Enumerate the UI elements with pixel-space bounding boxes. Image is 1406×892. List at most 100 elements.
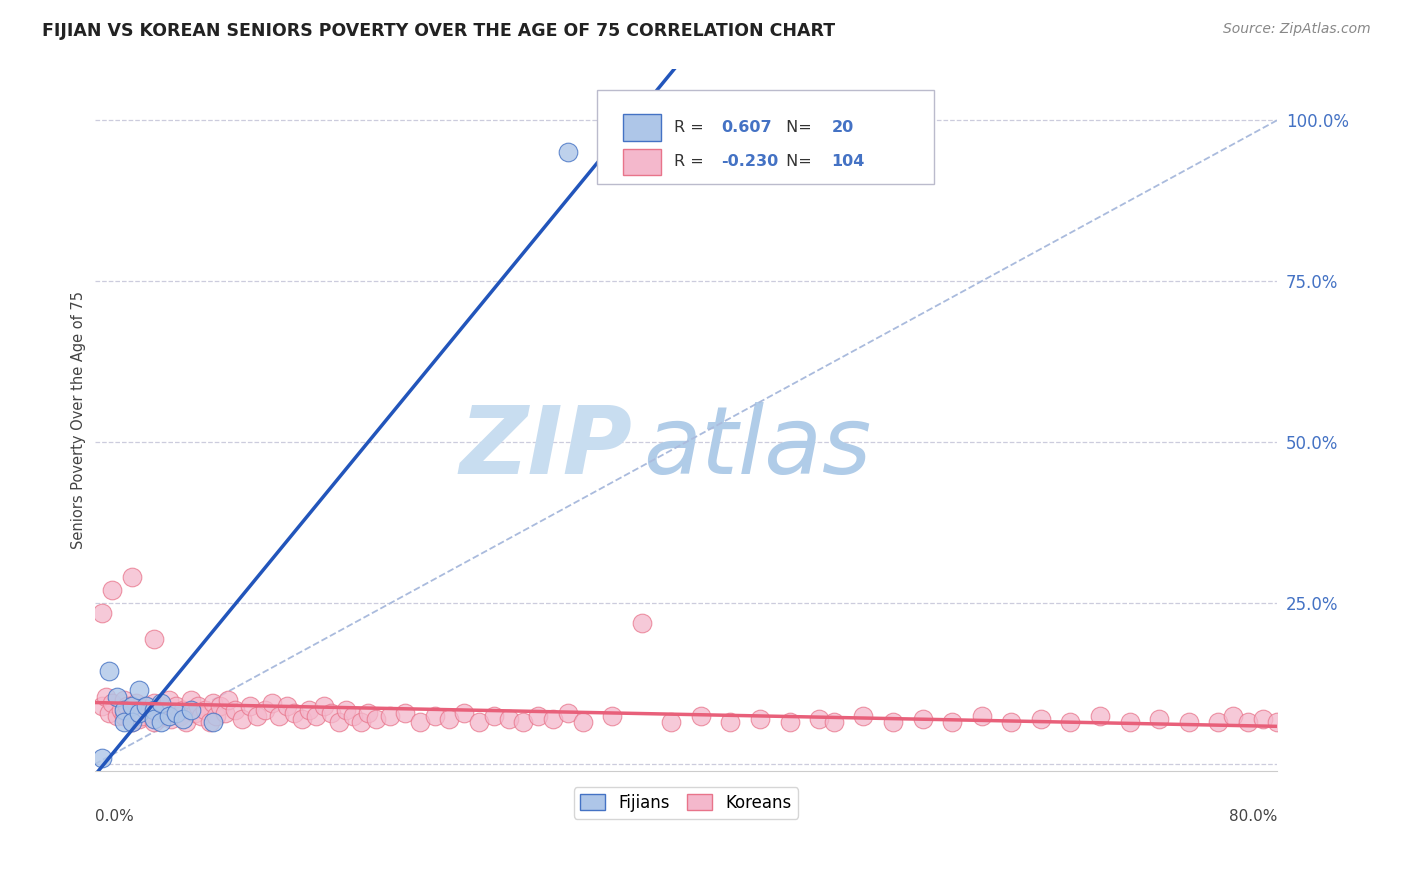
Point [269,709,291,723]
Point [201,715,224,730]
Text: R =: R = [675,120,709,135]
Point [357,706,380,720]
Point [98,664,121,678]
Text: N=: N= [780,120,817,135]
Point [808,712,831,726]
Point [121,715,143,730]
Point [128,702,150,716]
Point [342,709,364,723]
Point [112,702,135,716]
Point [180,693,202,707]
Point [571,715,593,730]
Point [409,715,432,730]
Point [350,715,373,730]
Point [125,696,148,710]
Point [630,615,652,630]
Point [150,699,173,714]
Point [184,706,207,720]
Point [527,709,550,723]
Point [312,699,335,714]
Y-axis label: Seniors Poverty Over the Age of 75: Seniors Poverty Over the Age of 75 [72,291,86,549]
Point [121,706,143,720]
Point [498,712,520,726]
Point [217,693,239,707]
Point [101,583,124,598]
FancyBboxPatch shape [598,89,935,185]
Text: atlas: atlas [643,402,872,493]
Point [121,699,143,714]
Point [112,715,135,730]
Point [941,715,963,730]
Point [135,699,157,714]
Point [190,709,212,723]
Point [749,712,772,726]
Point [194,702,217,716]
Point [105,690,128,704]
Point [157,706,180,720]
Point [121,715,143,730]
Point [131,709,153,723]
Point [1147,712,1170,726]
Text: 104: 104 [831,154,865,169]
Point [321,706,343,720]
Point [209,699,232,714]
Point [160,712,183,726]
Point [305,709,328,723]
Point [91,606,114,620]
Point [882,715,904,730]
Point [276,699,298,714]
Point [112,709,135,723]
Point [453,706,475,720]
Point [970,709,993,723]
Point [512,715,534,730]
Point [439,712,461,726]
Point [142,702,165,716]
Legend: Fijians, Koreans: Fijians, Koreans [574,788,799,819]
Point [290,712,312,726]
Point [91,751,114,765]
Text: FIJIAN VS KOREAN SENIORS POVERTY OVER THE AGE OF 75 CORRELATION CHART: FIJIAN VS KOREAN SENIORS POVERTY OVER TH… [42,22,835,40]
Point [1088,709,1111,723]
Point [283,706,305,720]
Point [541,712,564,726]
Text: 80.0%: 80.0% [1229,809,1278,824]
Point [718,715,741,730]
Text: -0.230: -0.230 [721,154,779,169]
Point [145,702,167,716]
Point [239,699,262,714]
Point [1267,715,1289,730]
Point [298,702,321,716]
Point [1237,715,1260,730]
Point [198,715,221,730]
Point [155,709,177,723]
Point [115,699,138,714]
Point [165,699,187,714]
Point [1118,715,1140,730]
Point [214,706,236,720]
Point [600,709,623,723]
Point [105,709,128,723]
Point [128,683,150,698]
Point [96,690,118,704]
Point [128,712,150,726]
Point [98,706,121,720]
Point [911,712,934,726]
Point [231,712,253,726]
Point [172,702,194,716]
Point [224,702,246,716]
Point [689,709,711,723]
Point [150,696,173,710]
Point [91,699,114,714]
Text: 20: 20 [831,120,853,135]
Point [157,709,180,723]
Point [205,709,228,723]
Point [142,696,165,710]
Point [101,696,124,710]
Point [135,699,157,714]
Point [852,709,875,723]
Point [1208,715,1230,730]
Point [139,706,162,720]
Point [823,715,845,730]
Point [394,706,416,720]
Point [557,145,579,160]
